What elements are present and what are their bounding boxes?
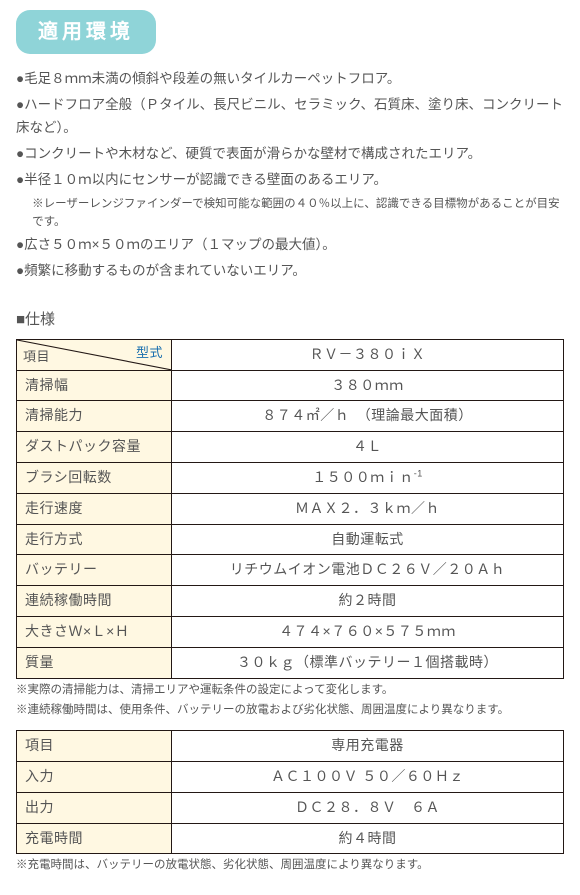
spec-header-diagonal: 項目 型式 xyxy=(17,339,172,370)
spec-row-value: ４７４×７６０×５７５ｍｍ xyxy=(172,617,564,648)
charger-row-label: 出力 xyxy=(17,792,172,823)
spec-row-label: ダストパック容量 xyxy=(17,432,172,463)
spec-row-value: ４Ｌ xyxy=(172,432,564,463)
spec-row-label: 走行速度 xyxy=(17,493,172,524)
bullet-item: ●頻繁に移動するものが含まれていないエリア。 xyxy=(16,260,564,283)
spec-row-value: １５００ｍｉｎ-1 xyxy=(172,463,564,494)
charger-header-value: 専用充電器 xyxy=(172,731,564,762)
spec-row-value: リチウムイオン電池ＤＣ２６Ｖ／２０Ａｈ xyxy=(172,555,564,586)
spec-model-value: ＲＶ－３８０ｉＸ xyxy=(172,339,564,370)
spec-header-item-label: 項目 xyxy=(23,346,50,368)
bullet-item: ●広さ５０ｍ×５０ｍのエリア（１マップの最大値）。 xyxy=(16,234,564,257)
spec-row-label: バッテリー xyxy=(17,555,172,586)
spec-row-label: 連続稼働時間 xyxy=(17,586,172,617)
environment-list: ●毛足８ｍｍ未満の傾斜や段差の無いタイルカーペットフロア。 ●ハードフロア全般（Ｐ… xyxy=(16,68,564,283)
charger-row-value: ＡＣ１００Ｖ ５０／６０Ｈｚ xyxy=(172,762,564,793)
spec-row-value: ３８０ｍｍ xyxy=(172,370,564,401)
spec-footnote: ※実際の清掃能力は、清掃エリアや運転条件の設定によって変化します。 xyxy=(16,682,564,700)
spec-row-label: 清掃能力 xyxy=(17,401,172,432)
spec-row-value: 約２時間 xyxy=(172,586,564,617)
section-badge: 適用環境 xyxy=(16,10,156,54)
bullet-subnote: ※レーザーレンジファインダーで検知可能な範囲の４０％以上に、認識できる目標物があ… xyxy=(16,195,564,232)
spec-row-value: ＭＡＸ２．３ｋｍ／ｈ xyxy=(172,493,564,524)
charger-header-item: 項目 xyxy=(17,731,172,762)
spec-row-label: 走行方式 xyxy=(17,524,172,555)
bullet-item: ●ハードフロア全般（Ｐタイル、長尺ビニル、セラミック、石質床、塗り床、コンクリー… xyxy=(16,94,564,140)
spec-row-value: ８７４㎡／ｈ （理論最大面積） xyxy=(172,401,564,432)
spec-row-label: 大きさＷ×Ｌ×Ｈ xyxy=(17,617,172,648)
bullet-item: ●毛足８ｍｍ未満の傾斜や段差の無いタイルカーペットフロア。 xyxy=(16,68,564,91)
spec-heading: ■仕様 xyxy=(16,307,564,333)
spec-header-model-label: 型式 xyxy=(136,342,163,364)
bullet-item: ●半径１０ｍ以内にセンサーが認識できる壁面のあるエリア。 xyxy=(16,169,564,192)
spec-table: 項目 型式 ＲＶ－３８０ｉＸ 清掃幅３８０ｍｍ清掃能力８７４㎡／ｈ （理論最大面… xyxy=(16,339,564,679)
charger-row-value: ＤＣ２８．８Ｖ ６Ａ xyxy=(172,792,564,823)
charger-row-label: 入力 xyxy=(17,762,172,793)
spec-row-value: ３０ｋｇ（標準バッテリー１個搭載時） xyxy=(172,647,564,678)
charger-footnote: ※充電時間は、バッテリーの放電状態、劣化状態、周囲温度により異なります。 xyxy=(16,857,564,875)
spec-row-label: ブラシ回転数 xyxy=(17,463,172,494)
charger-row-label: 充電時間 xyxy=(17,823,172,854)
spec-row-value: 自動運転式 xyxy=(172,524,564,555)
charger-table: 項目 専用充電器 入力ＡＣ１００Ｖ ５０／６０Ｈｚ出力ＤＣ２８．８Ｖ ６Ａ充電時… xyxy=(16,730,564,854)
spec-row-label: 質量 xyxy=(17,647,172,678)
charger-row-value: 約４時間 xyxy=(172,823,564,854)
bullet-item: ●コンクリートや木材など、硬質で表面が滑らかな壁材で構成されたエリア。 xyxy=(16,143,564,166)
spec-row-label: 清掃幅 xyxy=(17,370,172,401)
spec-footnote: ※連続稼働時間は、使用条件、バッテリーの放電および劣化状態、周囲温度により異なり… xyxy=(16,702,564,720)
